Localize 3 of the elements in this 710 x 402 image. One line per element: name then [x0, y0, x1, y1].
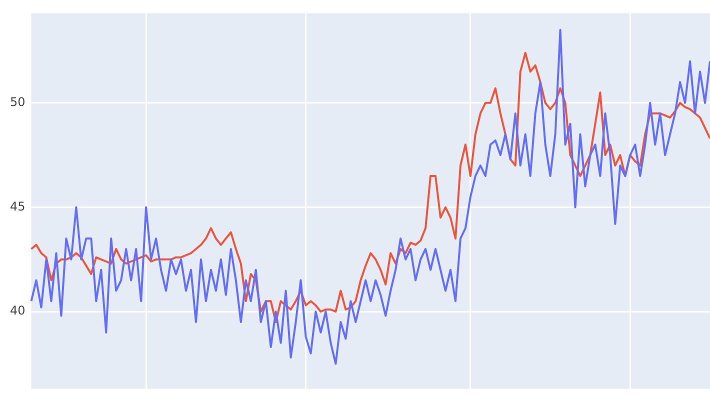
y-tick-label: 40	[10, 304, 26, 318]
y-tick-label: 45	[10, 199, 26, 214]
y-tick-label: 50	[10, 95, 26, 110]
